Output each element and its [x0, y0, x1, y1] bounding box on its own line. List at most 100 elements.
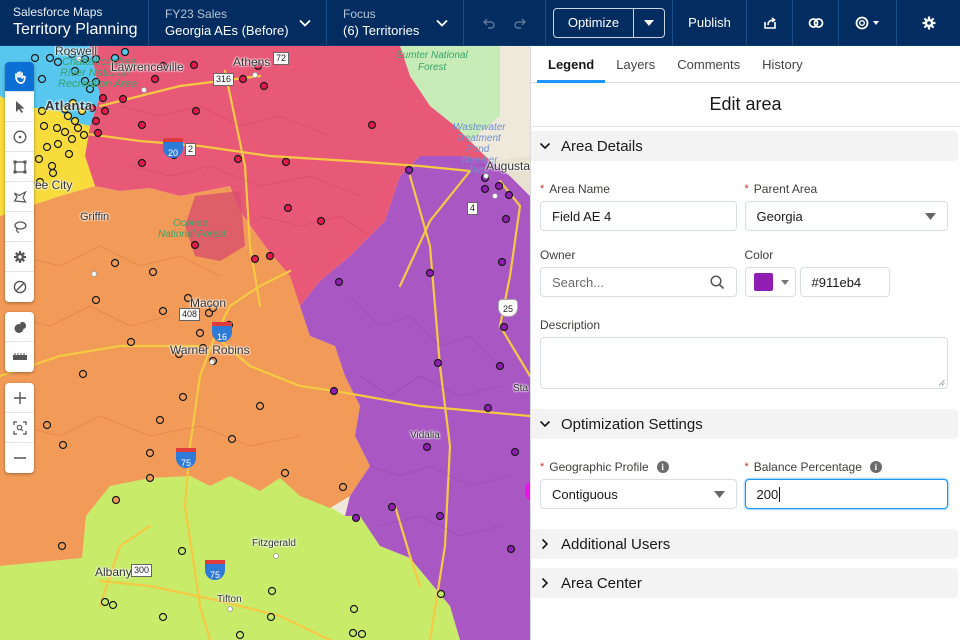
share-icon	[763, 16, 776, 29]
area-name-label: Area Name	[549, 182, 610, 196]
chevron-right-icon	[541, 577, 549, 589]
info-icon[interactable]: i	[656, 461, 669, 473]
optimize-menu-button[interactable]	[634, 9, 664, 37]
description-textarea[interactable]	[540, 337, 948, 389]
geo-profile-select[interactable]: Contiguous	[540, 479, 737, 509]
interstate-75-shield-south: 75	[205, 560, 225, 580]
area-details-section-toggle[interactable]: Area Details	[531, 131, 958, 161]
chevron-down-icon	[436, 19, 448, 27]
color-picker-button[interactable]	[744, 267, 796, 297]
parent-area-label: Parent Area	[753, 182, 818, 196]
color-hex-value: #911eb4	[811, 274, 862, 290]
zoom-in-button[interactable]	[5, 383, 34, 413]
route-316-shield: 316	[213, 73, 235, 86]
required-marker: *	[744, 461, 749, 473]
area-center-heading: Area Center	[561, 574, 642, 592]
search-icon	[709, 274, 724, 289]
color-swatch	[753, 273, 773, 291]
area-name-value: Field AE 4	[552, 208, 612, 224]
publish-button[interactable]: Publish	[673, 0, 747, 45]
select-tool-button[interactable]	[5, 92, 34, 122]
focus-picker[interactable]: Focus (6) Territories	[327, 0, 464, 45]
resize-handle-icon[interactable]	[938, 379, 945, 386]
rectangle-tool-button[interactable]	[5, 152, 34, 182]
color-hex-input[interactable]: #911eb4	[799, 267, 890, 297]
map-label-recreation-area: Recreation Area	[58, 78, 138, 90]
parent-area-select[interactable]: Georgia	[744, 201, 948, 231]
additional-users-section-toggle[interactable]: Additional Users	[531, 529, 958, 559]
rectangle-icon	[13, 160, 26, 173]
route-4-shield: 4	[467, 202, 479, 215]
help-menu-button[interactable]	[839, 0, 897, 45]
map-label-number: Number	[462, 155, 498, 166]
zoom-out-button[interactable]	[5, 443, 34, 473]
tool-settings-button[interactable]	[5, 242, 34, 272]
required-marker: *	[744, 183, 749, 195]
share-button[interactable]	[747, 0, 793, 45]
route-72-shield: 72	[273, 52, 290, 65]
us-25-shield: 25	[498, 299, 518, 317]
ruler-icon	[12, 353, 27, 360]
brand-subtitle: Salesforce Maps	[13, 5, 103, 19]
optimize-button[interactable]: Optimize	[554, 8, 634, 37]
chevron-down-icon	[539, 420, 551, 428]
tab-history[interactable]: History	[762, 56, 803, 72]
lasso-icon	[13, 220, 27, 233]
zoom-to-fit-button[interactable]	[5, 413, 34, 443]
plan-picker[interactable]: FY23 Sales Georgia AEs (Before)	[149, 0, 327, 45]
interstate-16-shield: 16	[212, 322, 232, 342]
undo-redo-group	[464, 0, 546, 45]
caret-down-icon	[644, 19, 654, 26]
map-label-albany: Albany	[95, 565, 132, 579]
optimization-section-toggle[interactable]: Optimization Settings	[531, 409, 958, 439]
territory-map[interactable]: Roswell Chattahoochee River National Rec…	[0, 46, 530, 640]
measure-tool-button[interactable]	[5, 342, 34, 372]
color-label: Color	[744, 248, 774, 262]
pan-tool-button[interactable]	[5, 62, 34, 92]
redo-icon[interactable]	[513, 16, 527, 30]
plan-picker-value: Georgia AEs (Before)	[165, 22, 289, 38]
map-label-wastewater: Wastewater	[453, 122, 506, 133]
map-label-fitzgerald: Fitzgerald	[252, 538, 296, 549]
focus-picker-label: Focus	[343, 6, 376, 21]
shapes-layer-button[interactable]	[5, 312, 34, 342]
area-name-input[interactable]: Field AE 4	[540, 201, 737, 231]
radius-tool-button[interactable]	[5, 122, 34, 152]
polygon-icon	[12, 190, 27, 203]
map-label-griffin: Griffin	[80, 211, 110, 223]
route-408-shield: 408	[179, 308, 201, 321]
compare-button[interactable]	[793, 0, 839, 45]
tab-comments[interactable]: Comments	[677, 56, 741, 72]
route-300-shield: 300	[131, 564, 153, 577]
map-label-vidalia: Vidalia	[410, 430, 440, 441]
focus-picker-value: (6) Territories	[343, 22, 420, 38]
overlap-circles-icon	[808, 17, 823, 28]
balance-percentage-input[interactable]: 200	[744, 479, 948, 509]
lasso-tool-button[interactable]	[5, 212, 34, 242]
area-center-section-toggle[interactable]: Area Center	[531, 568, 958, 598]
balance-label: Balance Percentage	[753, 460, 862, 474]
info-icon[interactable]: i	[869, 461, 882, 473]
plus-icon	[13, 391, 26, 404]
map-label-roswell: Roswell	[55, 46, 98, 58]
optimization-heading: Optimization Settings	[561, 415, 703, 433]
polygon-tool-button[interactable]	[5, 182, 34, 212]
map-label-two: Two	[468, 165, 487, 176]
undo-icon[interactable]	[482, 16, 496, 30]
owner-label: Owner	[540, 248, 576, 262]
clear-shapes-button[interactable]	[5, 272, 34, 302]
balance-percentage-value: 200	[756, 486, 779, 502]
brand-title: Territory Planning	[13, 21, 138, 38]
caret-down-icon	[780, 279, 789, 285]
parent-area-value: Georgia	[756, 208, 803, 224]
map-label-warner-robins: Warner Robins	[170, 343, 250, 357]
zoom-extent-icon	[12, 420, 27, 435]
tab-legend[interactable]: Legend	[537, 46, 606, 83]
owner-search-input[interactable]: Search...	[540, 267, 737, 297]
measure-toolbar	[5, 312, 34, 372]
panel-tabs: Legend Layers Comments History	[531, 46, 960, 83]
settings-button[interactable]	[897, 0, 960, 45]
interstate-20-shield: 20	[163, 138, 183, 158]
tab-layers[interactable]: Layers	[616, 56, 656, 72]
